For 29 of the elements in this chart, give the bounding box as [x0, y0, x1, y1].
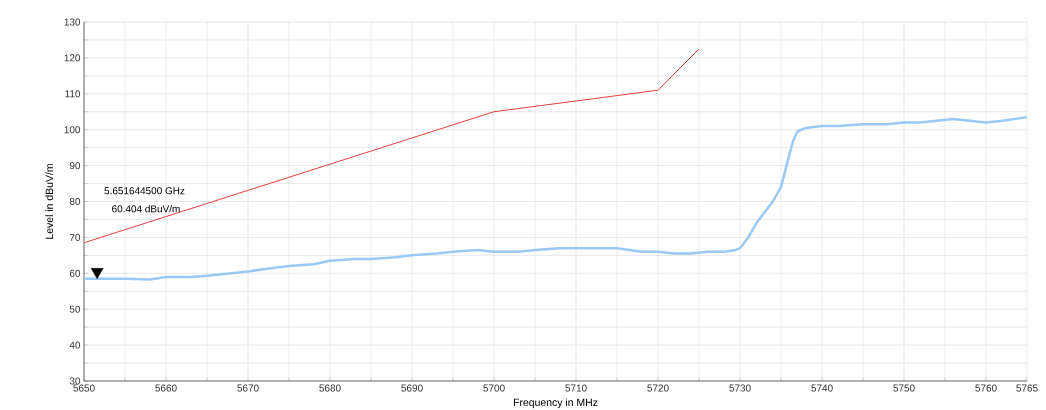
x-tick-label: 5670 — [237, 384, 259, 392]
x-tick-label: 5730 — [729, 384, 751, 392]
y-tick-label: 40 — [69, 341, 81, 349]
x-tick-label: 5710 — [565, 384, 587, 392]
y-tick-label: 60 — [69, 269, 81, 277]
line-series — [83, 48, 700, 244]
x-tick-label: 5700 — [483, 384, 505, 392]
x-tick-label: 5750 — [893, 384, 915, 392]
y-tick-label: 80 — [69, 197, 81, 206]
x-tick-label: 5720 — [647, 384, 669, 392]
x-tick-label: 5740 — [811, 384, 833, 392]
annotation: 5.651644500 GHz — [104, 187, 185, 195]
y-tick-label: 110 — [65, 90, 81, 98]
x-tick-label: 5690 — [401, 384, 423, 392]
y-tick-label: 130 — [64, 18, 81, 26]
y-tick-label: 90 — [69, 162, 81, 170]
x-tick-label: 5650 — [73, 384, 95, 392]
y-tick-label: 120 — [64, 54, 81, 62]
x-tick-label: 5765 — [1016, 384, 1038, 392]
y-tick-label: 70 — [69, 233, 81, 241]
x-tick-label: 5760 — [975, 384, 997, 392]
y-tick-label: 100 — [64, 126, 81, 134]
y-tick-label: 50 — [69, 305, 81, 313]
y-axis-title: Level in dBuV/m — [45, 164, 54, 239]
annotation: 60.404 dBuV/m — [112, 205, 180, 213]
y-tick-label: 30 — [69, 377, 81, 385]
x-axis-title: Frequency in MHz — [513, 398, 598, 409]
x-tick-label: 5680 — [319, 384, 341, 392]
x-tick-label: 5660 — [155, 384, 177, 392]
